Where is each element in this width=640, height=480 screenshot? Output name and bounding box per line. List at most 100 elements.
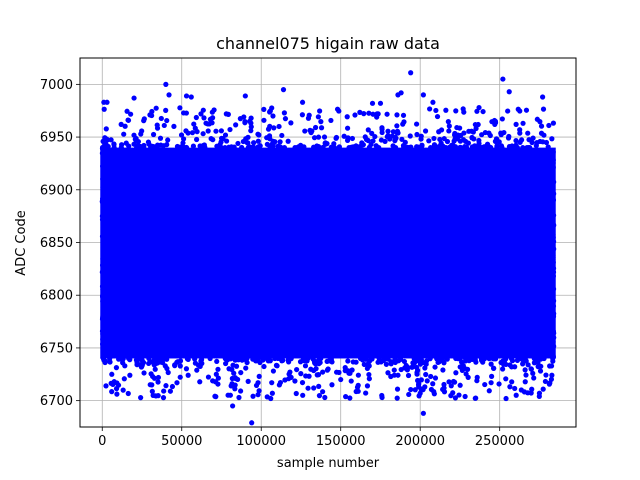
data-point bbox=[100, 175, 107, 181]
data-point bbox=[550, 197, 556, 203]
data-point bbox=[160, 395, 167, 401]
data-point bbox=[461, 130, 467, 136]
data-point bbox=[354, 384, 361, 390]
data-point bbox=[102, 359, 108, 366]
data-point bbox=[528, 390, 534, 396]
outlier-point bbox=[503, 395, 509, 402]
data-point bbox=[100, 268, 106, 274]
data-point bbox=[146, 141, 152, 147]
data-point bbox=[426, 138, 432, 144]
data-point bbox=[317, 108, 323, 114]
data-point bbox=[379, 126, 385, 132]
x-tick-label: 250000 bbox=[475, 434, 525, 449]
data-point bbox=[509, 143, 515, 149]
data-point bbox=[548, 376, 555, 382]
data-point bbox=[505, 108, 511, 114]
outlier-point bbox=[183, 93, 190, 99]
data-point bbox=[391, 367, 397, 373]
data-point bbox=[299, 112, 306, 118]
data-point bbox=[380, 357, 386, 364]
data-point bbox=[550, 245, 556, 251]
data-point bbox=[550, 339, 556, 346]
data-point bbox=[99, 262, 106, 268]
data-point bbox=[127, 372, 133, 378]
data-point bbox=[305, 385, 311, 391]
data-point bbox=[363, 390, 369, 396]
data-point bbox=[146, 360, 152, 367]
data-point bbox=[496, 139, 502, 145]
data-points bbox=[99, 70, 557, 426]
data-point bbox=[194, 136, 200, 143]
data-point bbox=[366, 110, 372, 116]
data-point bbox=[113, 365, 120, 371]
data-point bbox=[180, 140, 186, 146]
data-point bbox=[125, 390, 131, 397]
data-point bbox=[227, 126, 233, 133]
data-point bbox=[543, 372, 549, 378]
data-point bbox=[550, 352, 556, 359]
data-point bbox=[264, 355, 270, 362]
outlier-point bbox=[104, 99, 110, 105]
outlier-point bbox=[230, 403, 236, 409]
data-point bbox=[383, 361, 389, 367]
data-point bbox=[462, 393, 468, 400]
data-point bbox=[509, 379, 515, 385]
data-point bbox=[520, 361, 526, 367]
data-point bbox=[248, 128, 254, 134]
data-point bbox=[118, 144, 124, 151]
data-point bbox=[414, 364, 420, 371]
data-point bbox=[345, 135, 351, 141]
x-tick-label: 0 bbox=[98, 434, 106, 449]
data-point bbox=[523, 372, 529, 378]
data-point bbox=[255, 144, 261, 150]
data-point bbox=[201, 142, 207, 148]
data-point bbox=[152, 366, 158, 372]
data-point bbox=[261, 117, 267, 123]
data-point bbox=[100, 345, 107, 351]
data-point bbox=[184, 356, 190, 362]
data-point bbox=[388, 373, 394, 380]
data-point bbox=[192, 356, 198, 362]
data-point bbox=[151, 375, 158, 381]
data-point bbox=[281, 144, 288, 151]
data-point bbox=[333, 135, 339, 141]
data-point bbox=[277, 144, 283, 150]
data-point bbox=[320, 144, 326, 150]
outlier-point bbox=[166, 92, 172, 98]
data-point bbox=[213, 394, 219, 400]
data-point bbox=[522, 367, 528, 373]
outlier-point bbox=[540, 94, 546, 100]
data-point bbox=[491, 117, 498, 124]
outlier-point bbox=[536, 390, 543, 396]
data-point bbox=[302, 363, 309, 369]
outlier-point bbox=[150, 392, 156, 398]
data-point bbox=[163, 383, 169, 389]
data-point bbox=[233, 122, 239, 128]
data-point bbox=[443, 107, 449, 113]
data-point bbox=[269, 380, 275, 386]
data-point bbox=[413, 121, 420, 127]
data-point bbox=[181, 136, 187, 142]
data-point bbox=[100, 245, 106, 251]
data-point bbox=[275, 355, 281, 362]
data-point bbox=[407, 133, 413, 139]
data-point bbox=[393, 135, 399, 141]
data-point bbox=[452, 395, 458, 401]
data-point bbox=[180, 110, 187, 116]
data-point bbox=[161, 388, 167, 394]
data-point bbox=[100, 315, 106, 321]
data-point bbox=[286, 376, 292, 382]
data-point bbox=[256, 132, 262, 138]
data-point bbox=[476, 140, 482, 147]
data-point bbox=[312, 124, 319, 131]
data-point bbox=[148, 371, 154, 377]
data-point bbox=[529, 139, 535, 146]
data-point bbox=[503, 376, 509, 382]
outlier-point bbox=[322, 394, 328, 401]
data-point bbox=[101, 106, 107, 112]
data-point bbox=[324, 141, 330, 147]
data-point bbox=[158, 115, 164, 122]
data-point bbox=[141, 142, 147, 149]
data-point bbox=[431, 389, 437, 395]
data-point bbox=[364, 383, 371, 389]
